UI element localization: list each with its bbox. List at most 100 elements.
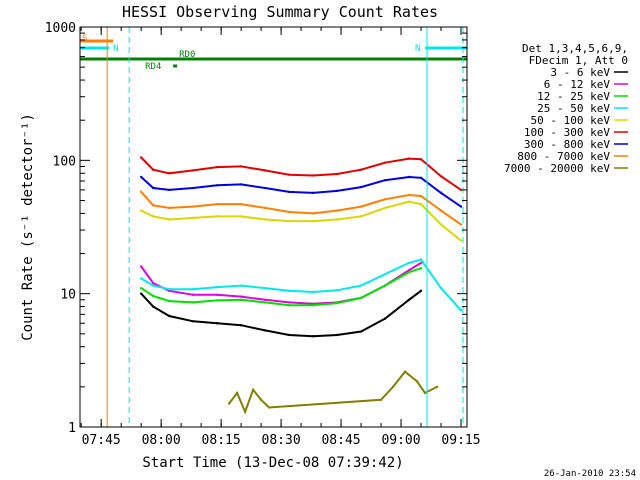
data-point xyxy=(239,295,243,298)
flag-label: N xyxy=(113,44,118,54)
data-point xyxy=(311,303,315,307)
y-tick-label: 1000 xyxy=(45,21,76,36)
data-point xyxy=(287,210,291,214)
flag-label: RD4 xyxy=(145,62,161,72)
legend-header-line: FDecim 1, Att 0 xyxy=(529,54,628,67)
data-point xyxy=(259,398,263,401)
series-line xyxy=(140,289,422,338)
data-point xyxy=(383,178,387,182)
data-point xyxy=(239,298,243,301)
data-point xyxy=(191,288,195,291)
series-layer xyxy=(139,156,463,415)
data-point xyxy=(419,289,423,293)
data-point xyxy=(403,370,407,373)
data-point xyxy=(459,309,463,312)
data-point xyxy=(191,301,195,304)
data-point xyxy=(215,184,219,187)
data-point xyxy=(215,215,219,218)
data-point xyxy=(139,175,143,179)
data-point xyxy=(459,223,463,226)
x-tick-label: 08:45 xyxy=(321,433,360,448)
y-axis-label: Count Rate (s⁻¹ detector⁻¹) xyxy=(20,113,36,341)
data-point xyxy=(287,173,291,176)
data-point xyxy=(459,205,463,208)
data-point xyxy=(139,265,143,268)
flag-label: S xyxy=(82,34,87,44)
data-point xyxy=(191,216,195,220)
data-point xyxy=(419,157,423,161)
data-point xyxy=(139,277,143,280)
data-point xyxy=(335,172,339,176)
data-point xyxy=(383,317,387,320)
data-point xyxy=(263,301,267,304)
series-line xyxy=(140,191,462,226)
data-point xyxy=(311,174,315,177)
series-line xyxy=(140,200,462,242)
data-point xyxy=(167,288,171,291)
data-point xyxy=(191,320,195,323)
flag-label: RD0 xyxy=(179,50,195,60)
data-point xyxy=(167,299,171,303)
legend-entry-label: 300 - 800 keV xyxy=(524,138,610,151)
legend-entry-label: 12 - 25 keV xyxy=(537,90,610,103)
data-point xyxy=(239,324,243,327)
data-point xyxy=(215,293,219,297)
data-point xyxy=(335,218,339,221)
data-point xyxy=(263,286,267,290)
data-point xyxy=(439,209,443,212)
data-point xyxy=(311,219,315,223)
data-point xyxy=(151,305,155,308)
data-point xyxy=(167,218,171,221)
data-point xyxy=(151,284,155,287)
data-point xyxy=(263,186,267,190)
data-point xyxy=(191,169,195,172)
data-point xyxy=(139,156,143,159)
data-point xyxy=(379,398,383,401)
data-point xyxy=(215,165,219,169)
flag-label: N xyxy=(415,44,420,54)
series-line xyxy=(140,156,462,191)
data-point xyxy=(287,219,291,223)
data-point xyxy=(359,205,363,208)
data-point xyxy=(383,284,387,287)
data-point xyxy=(239,215,243,218)
data-point xyxy=(407,193,411,197)
data-point xyxy=(235,391,239,395)
legend-header-line: Det 1,3,4,5,6,9, xyxy=(522,42,628,55)
data-point xyxy=(439,175,443,178)
x-tick-label: 09:15 xyxy=(441,433,480,448)
data-point xyxy=(359,296,363,300)
data-point xyxy=(311,212,315,215)
data-point xyxy=(311,290,315,294)
data-point xyxy=(215,299,219,302)
data-point xyxy=(359,168,363,171)
data-point xyxy=(191,186,195,190)
data-point xyxy=(419,258,423,261)
legend-entry-label: 100 - 300 keV xyxy=(524,126,610,139)
data-point xyxy=(335,209,339,212)
data-point xyxy=(151,204,155,207)
data-point xyxy=(335,189,339,193)
series-line xyxy=(228,370,438,415)
y-tick-label: 100 xyxy=(53,154,76,169)
data-point xyxy=(191,293,195,297)
data-point xyxy=(239,284,243,287)
legend-entry-label: 800 - 7000 keV xyxy=(517,150,610,163)
data-point xyxy=(383,206,387,210)
plot-frame xyxy=(79,26,468,428)
x-tick-label: 08:15 xyxy=(202,433,241,448)
flags-layer: S N N RD0 RD4 xyxy=(80,34,467,72)
data-point xyxy=(407,298,411,301)
data-point xyxy=(287,301,291,304)
data-point xyxy=(407,261,411,265)
data-point xyxy=(139,190,143,194)
x-tick-label: 08:00 xyxy=(142,433,181,448)
data-point xyxy=(239,202,243,206)
data-point xyxy=(335,333,339,337)
data-point xyxy=(439,286,443,290)
data-point xyxy=(391,385,395,389)
data-point xyxy=(407,200,411,203)
x-tick-label: 09:00 xyxy=(381,433,420,448)
data-point xyxy=(267,406,271,409)
x-tick-label: 07:45 xyxy=(82,433,121,448)
